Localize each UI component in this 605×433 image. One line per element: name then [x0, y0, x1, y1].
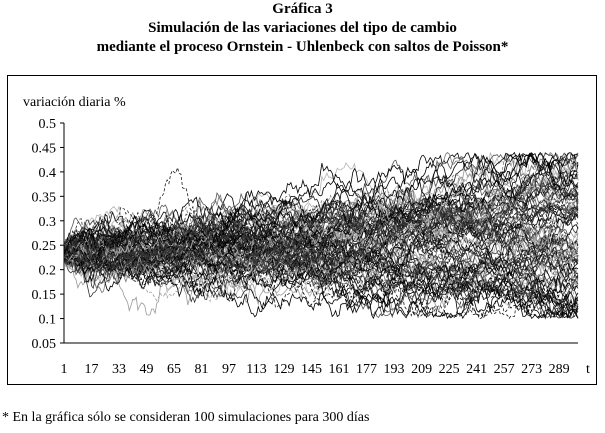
simulation-path: [63, 211, 579, 320]
x-tick-label: 241: [466, 362, 487, 377]
x-tick-label: 49: [140, 362, 154, 377]
chart-subtitle-line2: mediante el proceso Ornstein - Uhlenbeck…: [96, 39, 509, 55]
chart-title: Gráfica 3: [272, 1, 333, 17]
simulation-path: [63, 192, 579, 274]
x-tick-label: 113: [246, 362, 266, 377]
simulation-path: [63, 234, 579, 295]
x-tick-label: 17: [85, 362, 99, 377]
x-axis-label: t: [586, 362, 590, 377]
simulation-path: [63, 241, 579, 319]
y-tick-label: 0.5: [39, 117, 57, 132]
simulation-path: [63, 229, 579, 319]
y-axis-label: variación diaria %: [23, 95, 126, 110]
y-tick-label: 0.45: [32, 141, 57, 156]
chart-header: Gráfica 3 Simulación de las variaciones …: [0, 0, 605, 57]
x-tick-label: 33: [112, 362, 126, 377]
y-tick-label: 0.15: [32, 288, 57, 303]
y-tick-label: 0.25: [32, 239, 57, 254]
x-tick-label: 177: [356, 362, 377, 377]
simulation-path: [63, 169, 579, 269]
x-tick-label: 193: [384, 362, 405, 377]
x-tick-label: 289: [549, 362, 570, 377]
chart-subtitle-line1: Simulación de las variaciones del tipo d…: [148, 20, 457, 36]
x-tick-label: 1: [61, 362, 68, 377]
y-tick-label: 0.35: [32, 190, 57, 205]
x-tick-label: 209: [411, 362, 432, 377]
simulation-path: [63, 220, 579, 276]
x-tick-label: 273: [521, 362, 542, 377]
y-tick-layer: 0.5 0.45 0.4 0.35 0.3 0.25 0.2 0.15 0.1 0.05: [32, 117, 64, 352]
chart-frame: [7, 75, 597, 385]
simulation-path: [63, 153, 579, 254]
simulation-path: [63, 237, 579, 305]
x-tick-label: 97: [222, 362, 236, 377]
simulation-path: [63, 166, 579, 290]
x-tick-label: 257: [494, 362, 515, 377]
y-tick-label: 0.3: [39, 215, 57, 230]
x-tick-label: 129: [274, 362, 295, 377]
y-tick-label: 0.1: [39, 313, 57, 328]
x-tick-label: 81: [195, 362, 209, 377]
y-tick-label: 0.05: [32, 337, 57, 352]
x-tick-label: 225: [439, 362, 460, 377]
simulation-path: [63, 247, 579, 320]
x-tick-label: 145: [301, 362, 322, 377]
y-tick-label: 0.4: [39, 166, 57, 181]
x-tick-layer: 1 17 33 49 65 81 97 113 129 145 161 177 193 209 225 241…: [61, 362, 570, 377]
simulation-path: [63, 201, 579, 285]
y-tick-label: 0.2: [39, 264, 57, 279]
x-tick-label: 65: [167, 362, 181, 377]
simulation-path: [63, 163, 579, 260]
simulation-path: [63, 237, 579, 302]
x-tick-label: 161: [329, 362, 350, 377]
series-layer: [63, 151, 579, 320]
footnote: * En la gráfica sólo se consideran 100 s…: [2, 410, 370, 425]
simulation-path: [63, 227, 579, 319]
